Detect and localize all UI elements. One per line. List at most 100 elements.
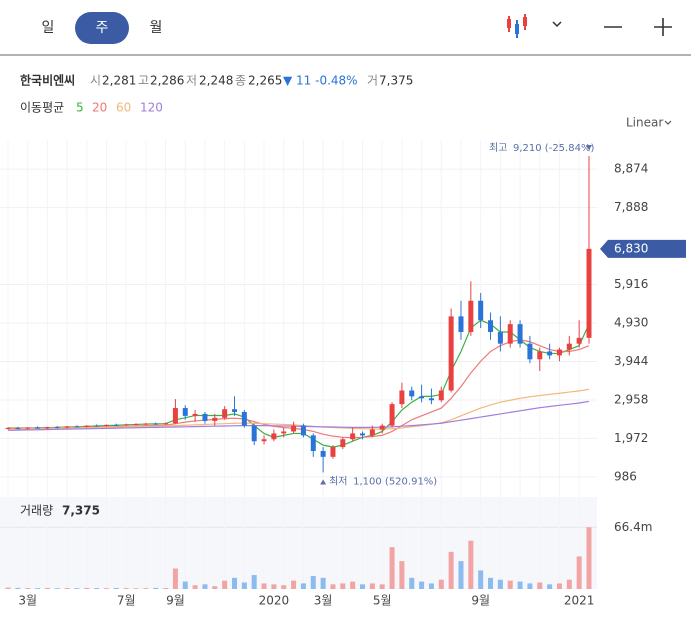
volume-bar (448, 551, 454, 589)
candle-body (103, 424, 109, 427)
candle-body (419, 396, 425, 399)
y-tick-label: 5,916 (614, 277, 648, 291)
ma-line (7, 400, 590, 431)
volume-bar (94, 588, 100, 589)
volume-bar (458, 561, 464, 589)
volume-bar (64, 588, 70, 589)
volume-bar (74, 588, 80, 589)
candle-body (340, 439, 346, 448)
volume-bar (537, 582, 543, 589)
y-tick-label: 7,888 (614, 200, 648, 214)
candle-body (300, 425, 306, 436)
volume-bar (231, 577, 237, 589)
active-tab-bg[interactable] (75, 12, 129, 44)
volume-title: 거래량 (20, 504, 53, 518)
volume-bar (25, 588, 31, 589)
candle-body (537, 351, 543, 360)
stock-info: 한국비엔씨 시 2,281 고 2,286 저 2,248 종 2,265 ▼ … (20, 73, 413, 88)
scale-toggle[interactable]: Linear (626, 116, 663, 130)
candle-body (448, 316, 454, 391)
candle-body (54, 427, 60, 429)
candle-body (192, 413, 198, 416)
value: 2,281 (102, 74, 136, 88)
candle-body (291, 425, 297, 432)
scale-chevron[interactable] (664, 120, 672, 125)
candle-body (163, 423, 169, 425)
volume-bar (133, 588, 139, 589)
volume-bar (44, 587, 50, 589)
candle-body (428, 398, 434, 401)
candle-body (251, 425, 257, 442)
tab[interactable]: 일 (42, 20, 55, 36)
candle-body (281, 431, 287, 434)
volume-bar (468, 540, 474, 589)
volume-bar (389, 547, 395, 589)
volume-bar (182, 581, 188, 589)
volume-bar (212, 586, 218, 589)
candle-body (143, 423, 149, 425)
candle-body (586, 248, 592, 338)
candle-body (438, 390, 444, 401)
label: 고 (138, 74, 149, 88)
candle-body (64, 426, 70, 428)
stock-name: 한국비엔씨 (20, 73, 75, 88)
value: 7,375 (379, 74, 413, 88)
volume-bar (527, 583, 533, 589)
chart-type-icon[interactable] (507, 14, 527, 38)
candle-body (330, 447, 336, 457)
value: 2,248 (199, 74, 233, 88)
volume-value: 7,375 (62, 504, 100, 518)
dropdown-chevron[interactable] (552, 21, 562, 28)
candle-body (153, 423, 159, 425)
volume-bar (350, 581, 356, 589)
low-label: 최저 (329, 475, 347, 487)
change: ▼ 11 -0.48% (283, 74, 358, 88)
candle-body (478, 300, 484, 321)
volume-bar (497, 579, 503, 589)
y-tick-label: 8,874 (614, 162, 648, 176)
volume-bar (113, 587, 119, 589)
candle-body (222, 409, 228, 418)
zoom-in[interactable] (654, 18, 672, 36)
candle-body (94, 425, 100, 427)
volume-bar (291, 580, 297, 589)
candle-body (35, 427, 41, 429)
volume-bar (300, 583, 306, 589)
candle-body (15, 427, 21, 429)
low-marker (320, 479, 327, 485)
volume-bar (202, 584, 208, 589)
volume-bar (320, 577, 326, 589)
volume-bar (192, 585, 198, 589)
candle-body (556, 349, 562, 356)
tab[interactable]: 월 (150, 20, 163, 36)
candle-body (5, 427, 11, 429)
volume-bar (35, 588, 41, 589)
tab[interactable]: 주 (96, 20, 109, 36)
candle-body (310, 435, 316, 451)
y-tick-label: 986 (614, 469, 637, 483)
candle-body (497, 331, 503, 344)
volume-bar (399, 561, 405, 589)
volume-bar (379, 584, 385, 589)
volume-bar (84, 587, 90, 589)
volume-bar (369, 583, 375, 589)
volume-bar (103, 588, 109, 589)
y-tick-label: 66.4m (614, 520, 652, 534)
high-label: 최고 (489, 142, 507, 154)
candle-body (547, 351, 553, 356)
volume-bar (251, 575, 257, 589)
candle-body (84, 425, 90, 427)
ma-legend: 5 (76, 101, 84, 115)
ma-legend: 60 (116, 101, 131, 115)
candle-body (133, 424, 139, 426)
volume-bar (163, 588, 169, 589)
candle-body (458, 316, 464, 332)
volume-bar (172, 568, 178, 589)
label: 거 (367, 74, 378, 88)
x-tick-label: 9월 (166, 594, 185, 608)
volume-bar (576, 556, 582, 589)
candle-body (44, 427, 50, 429)
volume-bar (488, 577, 494, 589)
volume-bar (54, 588, 60, 589)
candle-body (271, 433, 277, 440)
